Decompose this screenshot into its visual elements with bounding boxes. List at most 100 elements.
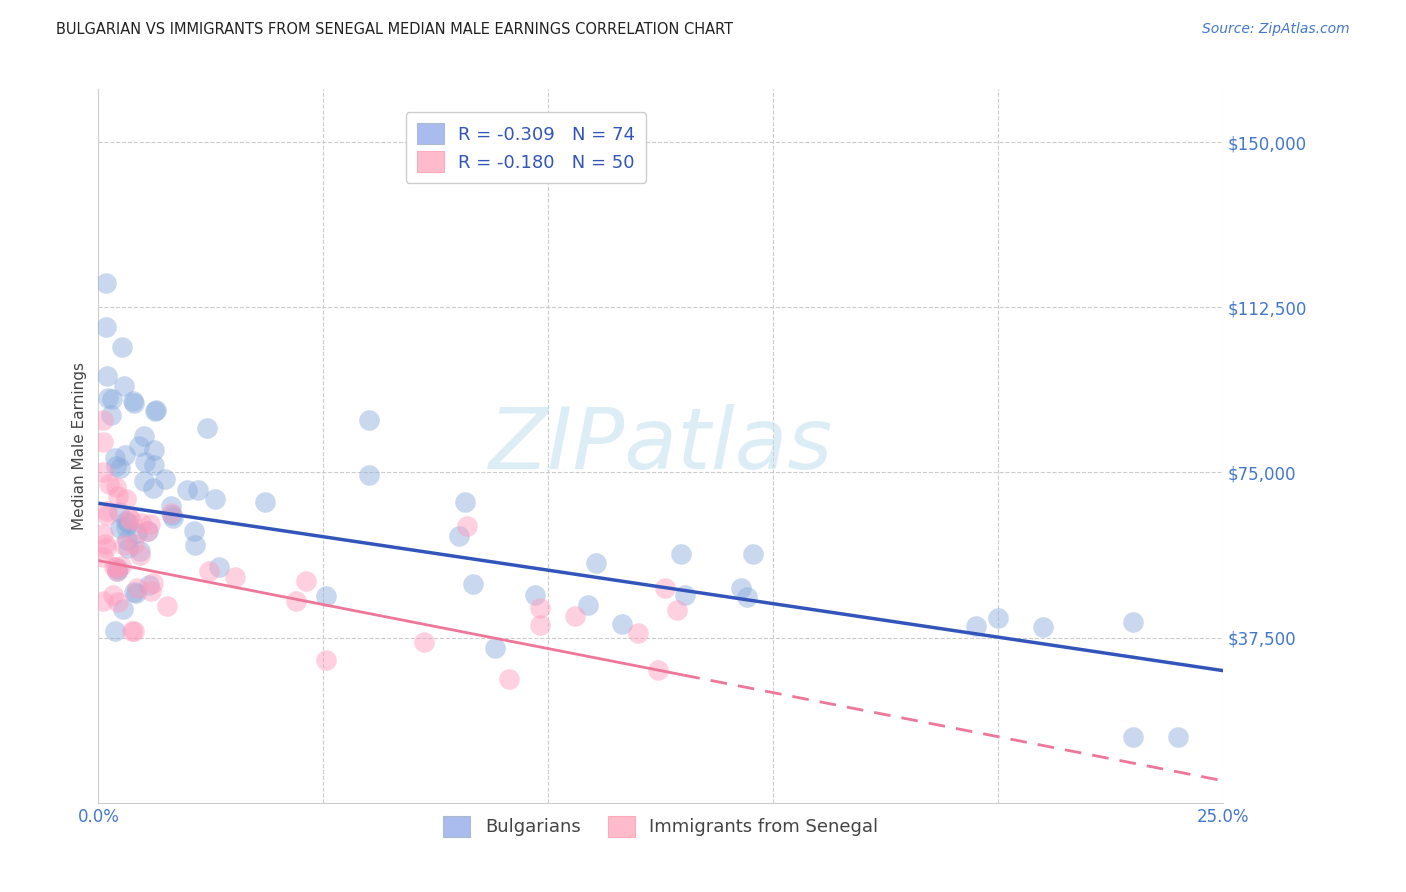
Point (105, 559, 128, 574)
Point (143, 458, 166, 473)
Point (139, 516, 162, 531)
Point (564, 608, 586, 623)
Point (91, 412, 114, 426)
Point (107, 489, 129, 503)
Point (461, 576, 484, 591)
Point (134, 474, 156, 488)
Point (484, 641, 506, 656)
Point (103, 560, 125, 574)
Point (654, 581, 676, 595)
Point (115, 492, 138, 507)
Point (111, 601, 134, 615)
Point (673, 588, 696, 602)
Point (96, 504, 118, 518)
Point (612, 616, 634, 631)
Point (456, 518, 478, 533)
Point (357, 413, 380, 427)
Point (91, 527, 114, 541)
Point (105, 565, 128, 579)
Point (91, 549, 114, 564)
Text: BULGARIAN VS IMMIGRANTS FROM SENEGAL MEDIAN MALE EARNINGS CORRELATION CHART: BULGARIAN VS IMMIGRANTS FROM SENEGAL MED… (56, 22, 734, 37)
Point (104, 624, 127, 638)
Point (1122, 615, 1144, 630)
Point (669, 547, 692, 561)
Point (94, 276, 117, 290)
Point (107, 562, 129, 576)
Point (100, 408, 122, 422)
Point (110, 521, 132, 535)
Point (122, 537, 145, 551)
Point (176, 483, 198, 497)
Point (124, 624, 146, 638)
Point (91, 434, 114, 449)
Point (453, 495, 475, 509)
Point (117, 511, 139, 525)
Point (295, 574, 318, 588)
Point (197, 421, 219, 435)
Point (117, 541, 139, 555)
Point (529, 600, 551, 615)
Point (111, 340, 134, 354)
Point (128, 439, 150, 453)
Point (965, 619, 987, 633)
Point (114, 514, 136, 528)
Point (143, 404, 166, 418)
Point (114, 520, 136, 534)
Point (124, 396, 146, 410)
Text: Source: ZipAtlas.com: Source: ZipAtlas.com (1202, 22, 1350, 37)
Point (357, 468, 380, 483)
Point (160, 508, 183, 522)
Point (153, 472, 176, 486)
Point (412, 635, 434, 649)
Point (142, 575, 165, 590)
Point (132, 428, 155, 442)
Point (315, 589, 337, 603)
Point (96, 368, 118, 383)
Point (104, 451, 127, 466)
Point (585, 557, 607, 571)
Point (156, 599, 179, 613)
Point (114, 448, 136, 462)
Point (730, 582, 752, 596)
Point (124, 586, 146, 600)
Point (125, 581, 148, 595)
Point (105, 564, 128, 578)
Point (162, 511, 184, 525)
Point (1122, 730, 1144, 744)
Point (647, 663, 669, 677)
Point (498, 673, 520, 687)
Point (142, 443, 165, 458)
Point (129, 544, 152, 558)
Point (124, 584, 146, 599)
Point (125, 526, 148, 541)
Point (136, 524, 159, 538)
Point (94, 537, 117, 551)
Point (96, 541, 118, 556)
Point (108, 460, 131, 475)
Point (128, 548, 150, 562)
Point (198, 564, 221, 578)
Point (1167, 730, 1189, 744)
Point (142, 481, 165, 495)
Point (112, 538, 135, 552)
Point (104, 458, 127, 473)
Text: ZIPatlas: ZIPatlas (489, 404, 832, 488)
Point (735, 590, 758, 604)
Point (107, 595, 129, 609)
Point (136, 524, 159, 538)
Point (160, 500, 183, 514)
Point (91, 466, 114, 480)
Point (138, 578, 160, 592)
Point (208, 559, 231, 574)
Point (96, 508, 118, 523)
Point (110, 559, 132, 574)
Point (1032, 619, 1054, 633)
Point (160, 506, 183, 520)
Point (98, 477, 121, 491)
Point (117, 533, 139, 547)
Y-axis label: Median Male Earnings: Median Male Earnings (72, 362, 87, 530)
Point (204, 492, 226, 507)
Point (121, 624, 143, 638)
Point (117, 516, 139, 530)
Point (121, 393, 143, 408)
